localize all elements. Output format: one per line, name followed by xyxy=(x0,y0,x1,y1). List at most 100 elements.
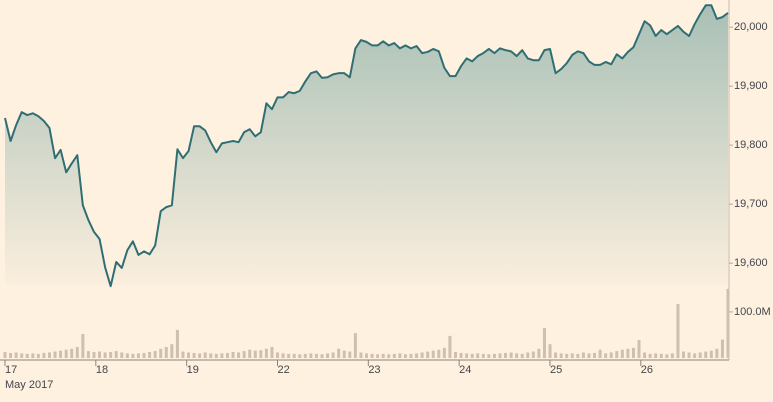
volume-bar xyxy=(125,353,129,358)
volume-bar xyxy=(581,352,585,358)
volume-bar xyxy=(131,353,135,358)
volume-bar xyxy=(225,352,229,358)
volume-bar xyxy=(36,353,40,358)
price-line xyxy=(4,4,729,288)
volume-bar xyxy=(348,351,352,358)
volume-bar xyxy=(14,352,18,358)
x-tick-label: 25 xyxy=(550,364,562,376)
volume-bar xyxy=(326,353,330,358)
volume-bar xyxy=(531,351,535,358)
volume-bar xyxy=(170,344,174,358)
volume-bar xyxy=(198,353,202,358)
volume-bar xyxy=(175,329,179,358)
volume-bar xyxy=(498,353,502,358)
volume-bar xyxy=(576,353,580,358)
volume-bar xyxy=(148,352,152,358)
volume-bar xyxy=(542,328,546,358)
volume-bar xyxy=(259,350,263,358)
volume-bar xyxy=(276,352,280,358)
volume-bar xyxy=(370,353,374,358)
volume-bar xyxy=(593,352,597,358)
volume-bar xyxy=(103,352,107,358)
volume-bar xyxy=(704,351,708,358)
volume-bar xyxy=(114,351,118,358)
volume-bar xyxy=(142,352,146,358)
y-tick-label: 19,800 xyxy=(734,139,768,151)
volume-bar xyxy=(331,352,335,358)
volume-bar xyxy=(281,353,285,358)
volume-bar xyxy=(70,348,74,358)
volume-bar xyxy=(31,353,35,358)
x-tick-label: 23 xyxy=(368,364,380,376)
volume-bar xyxy=(587,353,591,358)
volume-bar xyxy=(314,353,318,358)
volume-bar xyxy=(431,350,435,358)
volume-bar xyxy=(164,346,168,358)
volume-bar xyxy=(403,354,407,358)
volume-bar xyxy=(203,352,207,358)
volume-bar xyxy=(687,352,691,358)
volume-bar xyxy=(392,353,396,358)
volume-bar xyxy=(298,354,302,358)
volume-bar xyxy=(504,352,508,358)
volume-bar xyxy=(415,353,419,358)
x-tick-label: 22 xyxy=(277,364,289,376)
volume-bar xyxy=(25,353,29,358)
volume-bar xyxy=(654,353,658,358)
volume-bar xyxy=(303,353,307,358)
volume-bar xyxy=(693,353,697,358)
volume-bar xyxy=(3,352,7,358)
volume-bar xyxy=(253,350,257,358)
x-tick-label: 17 xyxy=(5,364,17,376)
volume-bar xyxy=(387,354,391,358)
volume-bar xyxy=(59,350,63,358)
volume-bar xyxy=(9,352,13,358)
volume-bar xyxy=(420,352,424,358)
volume-bar xyxy=(248,349,252,358)
volume-bar xyxy=(442,347,446,358)
volume-bar xyxy=(609,352,613,358)
volume-bar xyxy=(726,288,730,358)
volume-bar xyxy=(626,348,630,358)
volume-bar xyxy=(53,351,57,358)
volume-bar xyxy=(192,352,196,358)
volume-bar xyxy=(448,335,452,358)
volume-bar xyxy=(75,346,79,358)
volume-bar xyxy=(64,349,68,358)
x-tick-label: 24 xyxy=(459,364,471,376)
volume-bar xyxy=(292,353,296,358)
volume-bar xyxy=(459,352,463,358)
volume-bar xyxy=(526,352,530,358)
volume-bar xyxy=(120,352,124,358)
volume-bar xyxy=(136,353,140,358)
y-tick-label: 19,600 xyxy=(734,257,768,269)
volume-bar xyxy=(492,353,496,358)
volume-bar xyxy=(231,352,235,358)
volume-bar xyxy=(637,340,641,358)
volume-bar xyxy=(559,353,563,358)
volume-bar xyxy=(237,352,241,358)
volume-bar xyxy=(515,353,519,358)
volume-bar xyxy=(309,353,313,358)
volume-bar xyxy=(554,352,558,358)
volume-bar xyxy=(353,333,357,358)
volume-bar xyxy=(537,348,541,358)
volume-bar xyxy=(631,347,635,358)
volume-bar xyxy=(214,353,218,358)
volume-bar xyxy=(398,353,402,358)
volume-bar xyxy=(598,349,602,358)
volume-bar xyxy=(709,350,713,358)
volume-bar xyxy=(320,354,324,358)
volume-bar xyxy=(20,353,24,358)
volume-bar xyxy=(465,353,469,358)
volume-bar xyxy=(181,351,185,358)
volume-bar xyxy=(643,352,647,358)
volume-bar xyxy=(470,353,474,358)
area xyxy=(5,5,728,287)
volume-bar xyxy=(665,354,669,358)
volume-bar xyxy=(98,351,102,358)
volume-bar xyxy=(570,353,574,358)
volume-bar xyxy=(337,348,341,358)
volume-bar xyxy=(676,304,680,358)
volume-bar xyxy=(270,346,274,358)
